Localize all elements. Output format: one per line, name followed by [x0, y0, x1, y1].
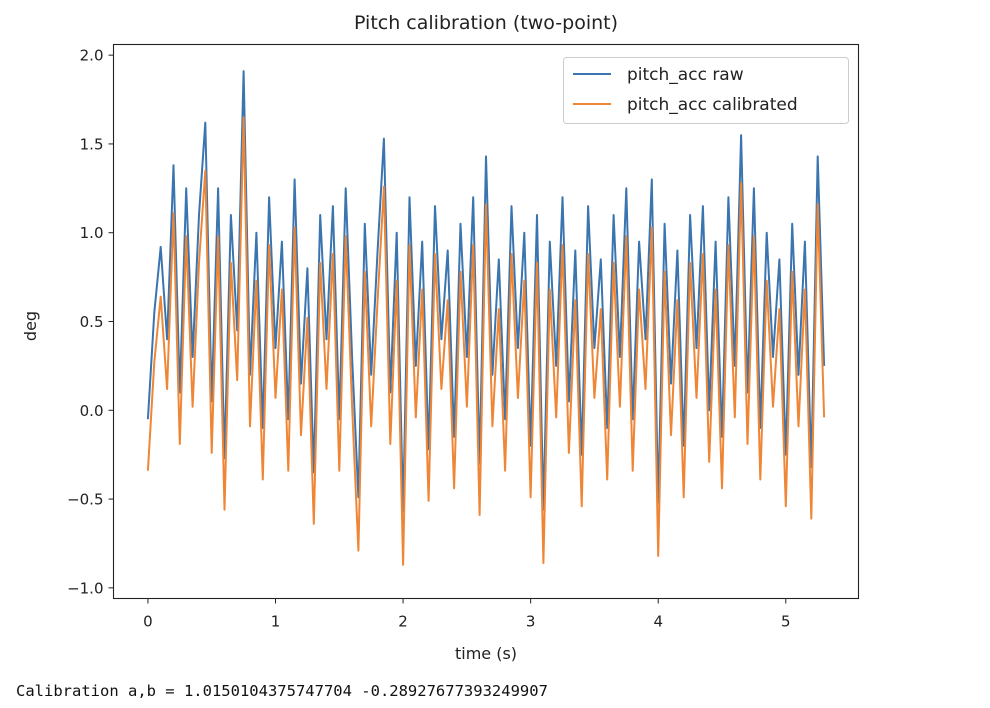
chart-title: Pitch calibration (two-point)	[354, 12, 618, 34]
y-tick-label: 1.5	[80, 135, 104, 153]
y-tick-label: 2.0	[80, 47, 104, 65]
series-line-1	[146, 116, 826, 566]
series-layer	[146, 70, 826, 566]
x-tick-label: 4	[653, 613, 663, 631]
x-tick-label: 1	[271, 613, 281, 631]
y-axis-label: deg	[21, 311, 40, 341]
x-axis-label: time (s)	[455, 644, 517, 663]
calibration-output-text: Calibration a,b = 1.0150104375747704 -0.…	[16, 682, 548, 700]
legend: pitch_acc raw pitch_acc calibrated	[563, 57, 849, 124]
x-tick-label: 2	[398, 613, 408, 631]
y-tick-label: −0.5	[67, 491, 103, 509]
x-tick-label: 0	[143, 613, 153, 631]
legend-label-raw: pitch_acc raw	[627, 65, 744, 85]
y-tick-label: 1.0	[80, 224, 104, 242]
ticks-layer: 0 1 2 3 4 5 −1.0 −0.5 0.0 0.5 1.0 1.5 2.0	[67, 47, 790, 631]
series-line-0	[146, 70, 826, 513]
axes-frame	[112, 43, 860, 600]
y-tick-label: −1.0	[67, 579, 103, 597]
x-tick-label: 5	[781, 613, 791, 631]
y-tick-label: 0.5	[80, 313, 104, 331]
x-tick-label: 3	[526, 613, 536, 631]
y-tick-label: 0.0	[80, 402, 104, 420]
legend-label-calibrated: pitch_acc calibrated	[627, 95, 798, 115]
legend-box	[563, 57, 849, 124]
